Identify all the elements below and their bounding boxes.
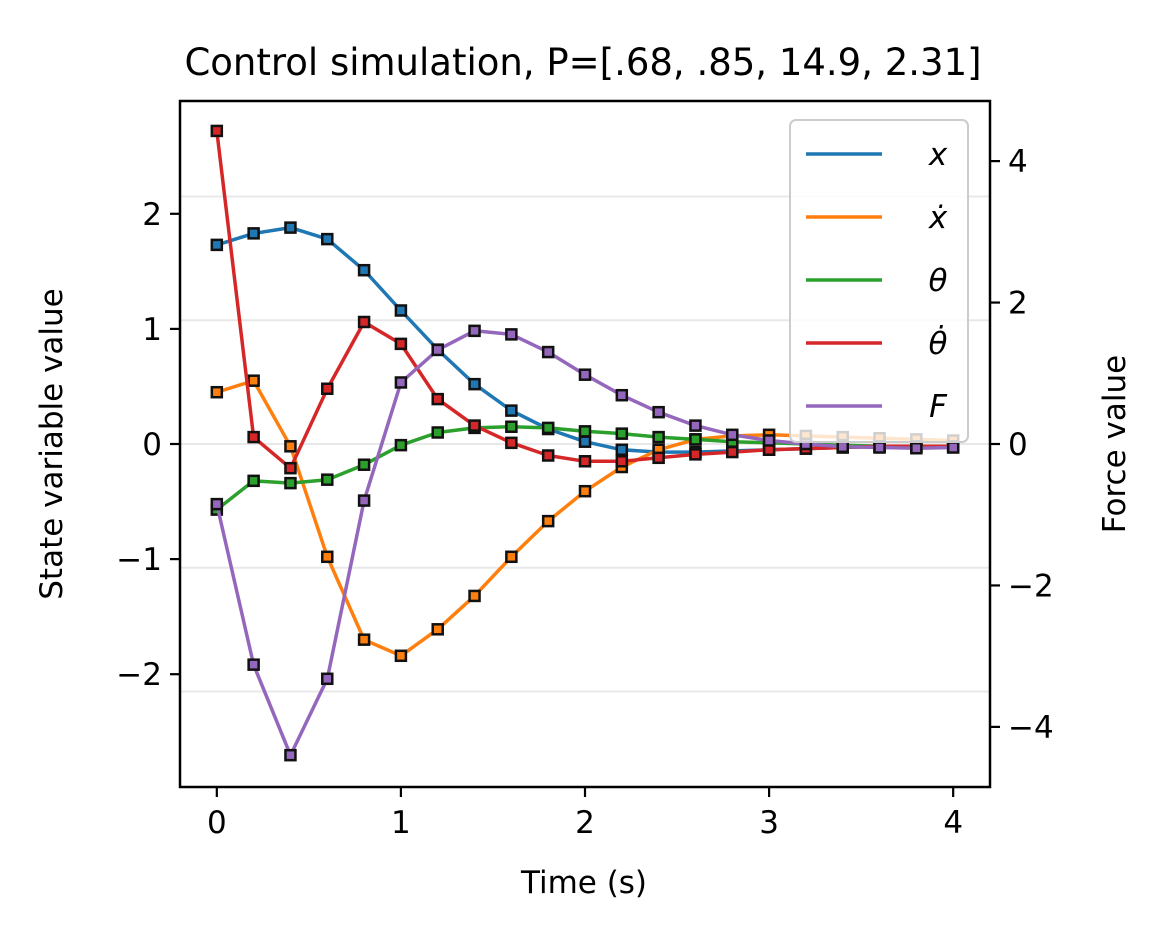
- series-4-point-19: [910, 441, 923, 455]
- legend-label-0: x: [928, 137, 948, 173]
- series-1-point-2: [284, 440, 297, 453]
- series-4-point-8: [505, 328, 518, 341]
- series-2-point-13: [689, 433, 702, 446]
- x-tick-label-2: 2: [575, 805, 595, 841]
- series-1-point-5: [394, 649, 408, 663]
- series-4-point-3: [321, 672, 334, 686]
- series-4-point-18: [873, 441, 886, 454]
- series-3-point-4: [357, 315, 371, 329]
- series-0-point-11: [615, 443, 629, 457]
- x-tick-label-3: 3: [759, 805, 779, 841]
- series-2-point-2: [284, 476, 297, 490]
- series-2-point-6: [431, 426, 444, 439]
- series-3-point-14: [726, 445, 739, 459]
- series-4-point-9: [541, 345, 555, 359]
- series-1-point-0: [210, 385, 224, 399]
- legend-label-4: F: [929, 389, 948, 425]
- series-1-point-7: [468, 589, 481, 603]
- y2-tick-label-0: −4: [1008, 710, 1054, 746]
- series-2-point-10: [578, 425, 592, 438]
- y-tick-label-1: −1: [116, 542, 162, 578]
- y2-tick-label-4: 4: [1008, 144, 1028, 180]
- series-4-point-5: [394, 376, 408, 389]
- legend-label-1: ẋ: [928, 200, 948, 236]
- x-tick-label-4: 4: [943, 805, 963, 841]
- series-4-point-12: [652, 405, 665, 419]
- y-tick-label-2: 0: [142, 427, 162, 463]
- series-3-point-12: [652, 451, 665, 465]
- series-1-point-4: [357, 633, 371, 646]
- series-4-point-13: [689, 419, 702, 432]
- series-0-point-7: [468, 377, 481, 391]
- series-1-point-10: [578, 484, 592, 498]
- series-4-point-6: [431, 343, 444, 357]
- series-2-point-5: [394, 438, 408, 452]
- series-4-point-1: [247, 658, 260, 671]
- series-0-point-8: [505, 404, 518, 417]
- series-3-point-5: [394, 337, 408, 351]
- series-0-point-1: [247, 227, 260, 240]
- series-3-point-2: [284, 461, 297, 475]
- series-0-point-2: [284, 221, 297, 234]
- series-2-point-11: [615, 427, 629, 440]
- series-4-point-11: [615, 388, 629, 402]
- series-4-point-17: [836, 440, 849, 454]
- series-3-point-1: [247, 430, 260, 444]
- series-4-point-15: [762, 434, 776, 447]
- series-3-point-7: [468, 419, 481, 432]
- x-tick-label-1: 1: [391, 805, 411, 841]
- series-4-point-2: [284, 748, 297, 762]
- series-0-point-3: [321, 232, 334, 246]
- series-4-point-0: [210, 497, 224, 511]
- y-tick-label-4: 2: [142, 197, 162, 233]
- series-1-point-3: [321, 550, 334, 564]
- series-3-point-6: [431, 392, 444, 406]
- legend-label-3: θ̇: [929, 324, 948, 362]
- series-4-point-4: [357, 494, 371, 507]
- series-3-point-3: [321, 382, 334, 396]
- series-2-point-8: [505, 420, 518, 433]
- series-2-point-1: [247, 474, 260, 488]
- series-4-point-10: [578, 368, 592, 381]
- series-1-point-9: [541, 514, 555, 528]
- series-3-point-0: [210, 124, 224, 138]
- series-4-point-20: [946, 441, 960, 454]
- series-0-point-10: [578, 435, 592, 448]
- series-3-point-10: [578, 455, 592, 468]
- series-4-point-7: [468, 324, 481, 338]
- legend: xẋθ θ̇ F: [789, 119, 969, 443]
- y2-tick-label-1: −2: [1008, 568, 1054, 604]
- series-3-point-9: [541, 449, 555, 462]
- series-1-point-6: [431, 623, 444, 636]
- chart-title: Control simulation, P=[.68, .85, 14.9, 2…: [184, 41, 981, 84]
- y2-tick-label-2: 0: [1008, 427, 1028, 463]
- y2-tick-label-3: 2: [1008, 286, 1028, 322]
- y2-axis-label: Force value: [1097, 355, 1133, 533]
- y-tick-label-3: 1: [142, 312, 162, 348]
- legend-label-2: θ: [929, 263, 948, 299]
- y-axis-label: State variable value: [34, 288, 70, 600]
- x-tick-label-0: 0: [207, 805, 227, 841]
- series-3-point-8: [505, 436, 518, 450]
- series-2-point-12: [652, 430, 665, 444]
- series-4-point-14: [726, 428, 739, 442]
- series-2-point-4: [357, 458, 371, 471]
- series-0-point-5: [394, 304, 408, 317]
- series-2-point-9: [541, 421, 555, 435]
- axes-layer: 0 1 2 3 4 −2 −1 0 1 2 −4 −2 0 2 4: [116, 144, 1053, 841]
- series-0-point-4: [357, 263, 371, 277]
- y-tick-label-0: −2: [116, 657, 162, 693]
- series-1-point-8: [505, 550, 518, 564]
- series-2-point-3: [321, 473, 334, 486]
- x-axis-label: Time (s): [520, 865, 647, 901]
- series-3-point-13: [689, 448, 702, 461]
- series-0-point-0: [210, 238, 224, 252]
- series-3-point-11: [615, 455, 629, 468]
- series-1-point-1: [247, 374, 260, 387]
